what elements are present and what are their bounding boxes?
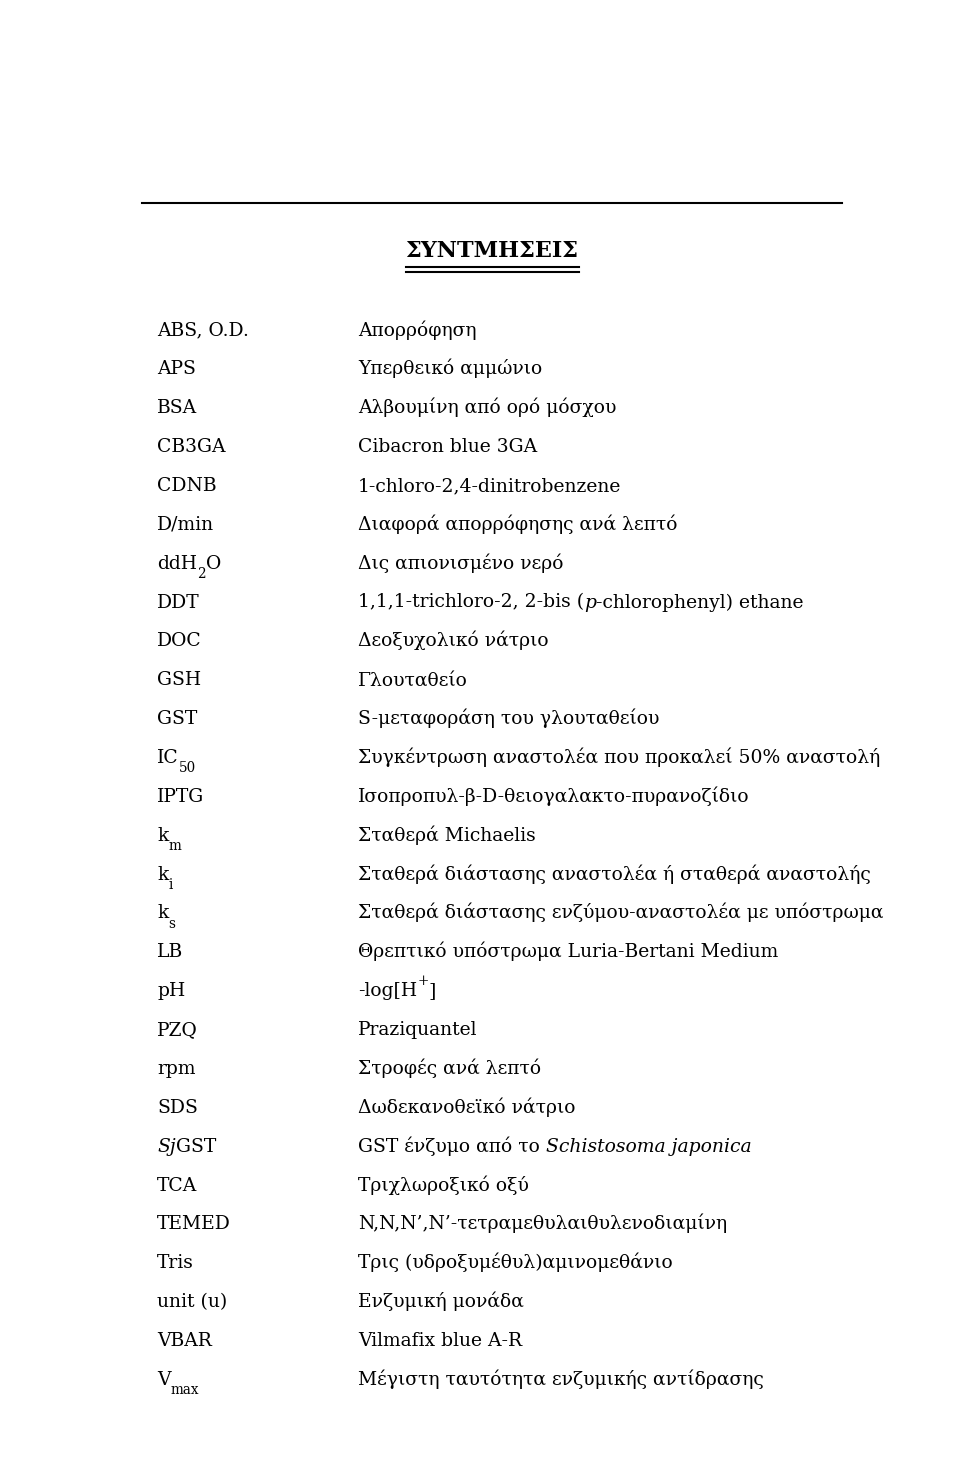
Text: BSA: BSA — [157, 399, 198, 417]
Text: Τρις (υδροξυμέθυλ)αμινομεθάνιο: Τρις (υδροξυμέθυλ)αμινομεθάνιο — [358, 1252, 673, 1273]
Text: DOC: DOC — [157, 632, 202, 651]
Text: k: k — [157, 904, 168, 923]
Text: LB: LB — [157, 944, 183, 961]
Text: GST ένζυμο από το: GST ένζυμο από το — [358, 1137, 546, 1156]
Text: TEMED: TEMED — [157, 1216, 231, 1233]
Text: 50: 50 — [179, 761, 196, 775]
Text: +: + — [418, 974, 428, 988]
Text: Γλουταθείο: Γλουταθείο — [358, 672, 468, 689]
Text: Schistosoma japonica: Schistosoma japonica — [546, 1138, 752, 1156]
Text: Tris: Tris — [157, 1254, 194, 1273]
Text: Δεοξυχολικό νάτριο: Δεοξυχολικό νάτριο — [358, 631, 549, 651]
Text: Ισοπροπυλ-β-D-θειογαλακτο-πυρανοζίδιο: Ισοπροπυλ-β-D-θειογαλακτο-πυρανοζίδιο — [358, 786, 750, 806]
Text: TCA: TCA — [157, 1176, 198, 1195]
Text: IC: IC — [157, 749, 179, 767]
Text: s: s — [168, 916, 176, 930]
Text: Δωδεκανοθεϊκό νάτριο: Δωδεκανοθεϊκό νάτριο — [358, 1097, 576, 1116]
Text: PZQ: PZQ — [157, 1021, 198, 1039]
Text: Απορρόφηση: Απορρόφηση — [358, 320, 476, 339]
Text: SDS: SDS — [157, 1099, 198, 1116]
Text: CDNB: CDNB — [157, 477, 217, 494]
Text: i: i — [168, 878, 173, 891]
Text: N,N,N’,N’-τετραμεθυλαιθυλενοδιαμίνη: N,N,N’,N’-τετραμεθυλαιθυλενοδιαμίνη — [358, 1214, 728, 1233]
Text: -chlorophenyl) ethane: -chlorophenyl) ethane — [596, 594, 804, 612]
Text: Θρεπτικό υπόστρωμα Luria-Bertani Medium: Θρεπτικό υπόστρωμα Luria-Bertani Medium — [358, 942, 779, 961]
Text: GST: GST — [176, 1138, 216, 1156]
Text: p: p — [585, 594, 596, 612]
Text: m: m — [168, 838, 181, 853]
Text: 1,1,1-trichloro-2, 2-bis (: 1,1,1-trichloro-2, 2-bis ( — [358, 594, 585, 612]
Text: Sj: Sj — [157, 1138, 176, 1156]
Text: Υπερθεικό αμμώνιο: Υπερθεικό αμμώνιο — [358, 358, 542, 379]
Text: k: k — [157, 827, 168, 844]
Text: -log[H: -log[H — [358, 982, 418, 1001]
Text: O: O — [205, 554, 221, 572]
Text: ddH: ddH — [157, 554, 197, 572]
Text: ABS, O.D.: ABS, O.D. — [157, 322, 249, 339]
Text: S-μεταφοράση του γλουταθείου: S-μεταφοράση του γλουταθείου — [358, 708, 660, 729]
Text: VBAR: VBAR — [157, 1331, 212, 1350]
Text: Συγκέντρωση αναστολέα που προκαλεί 50% αναστολή: Συγκέντρωση αναστολέα που προκαλεί 50% α… — [358, 748, 880, 767]
Text: Ενζυμική μονάδα: Ενζυμική μονάδα — [358, 1292, 524, 1311]
Text: Στροφές ανά λεπτό: Στροφές ανά λεπτό — [358, 1058, 541, 1078]
Text: ΣΥΝΤΜΗΣΕΙΣ: ΣΥΝΤΜΗΣΕΙΣ — [405, 240, 579, 262]
Text: pH: pH — [157, 982, 185, 1001]
Text: Vilmafix blue A-R: Vilmafix blue A-R — [358, 1331, 522, 1350]
Text: GST: GST — [157, 710, 198, 729]
Text: Praziquantel: Praziquantel — [358, 1021, 477, 1039]
Text: Σταθερά διάστασης αναστολέα ή σταθερά αναστολής: Σταθερά διάστασης αναστολέα ή σταθερά αν… — [358, 865, 871, 884]
Text: GSH: GSH — [157, 672, 202, 689]
Text: Σταθερά Michaelis: Σταθερά Michaelis — [358, 825, 536, 844]
Text: unit (u): unit (u) — [157, 1293, 228, 1311]
Text: ]: ] — [428, 982, 436, 1001]
Text: Τριχλωροξικό οξύ: Τριχλωροξικό οξύ — [358, 1175, 529, 1195]
Text: Δις απιονισμένο νερό: Δις απιονισμένο νερό — [358, 553, 564, 572]
Text: Σταθερά διάστασης ενζύμου-αναστολέα με υπόστρωμα: Σταθερά διάστασης ενζύμου-αναστολέα με υ… — [358, 903, 883, 923]
Text: Μέγιστη ταυτότητα ενζυμικής αντίδρασης: Μέγιστη ταυτότητα ενζυμικής αντίδρασης — [358, 1369, 764, 1388]
Text: max: max — [171, 1383, 200, 1397]
Text: 1-chloro-2,4-dinitrobenzene: 1-chloro-2,4-dinitrobenzene — [358, 477, 621, 494]
Text: APS: APS — [157, 360, 196, 379]
Text: Διαφορά απορρόφησης ανά λεπτό: Διαφορά απορρόφησης ανά λεπτό — [358, 515, 678, 534]
Text: Cibacron blue 3GA: Cibacron blue 3GA — [358, 437, 538, 456]
Text: 2: 2 — [197, 566, 205, 581]
Text: DDT: DDT — [157, 594, 200, 612]
Text: V: V — [157, 1371, 171, 1388]
Text: Αλβουμίνη από ορό μόσχου: Αλβουμίνη από ορό μόσχου — [358, 398, 616, 417]
Text: D/min: D/min — [157, 516, 214, 534]
Text: IPTG: IPTG — [157, 789, 204, 806]
Text: CB3GA: CB3GA — [157, 437, 226, 456]
Text: rpm: rpm — [157, 1061, 196, 1078]
Text: k: k — [157, 866, 168, 884]
